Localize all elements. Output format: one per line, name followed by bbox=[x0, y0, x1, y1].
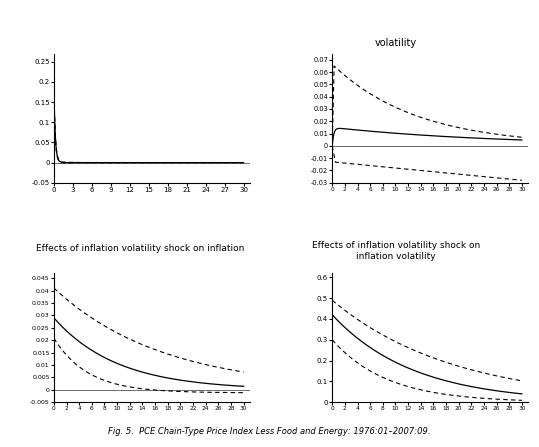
Text: Fig. 5.  PCE Chain-Type Price Index Less Food and Energy: 1976:01–2007:09.: Fig. 5. PCE Chain-Type Price Index Less … bbox=[108, 427, 431, 436]
Text: Effects of inflation volatility shock on
inflation volatility: Effects of inflation volatility shock on… bbox=[312, 241, 480, 261]
Text: volatility: volatility bbox=[375, 38, 417, 48]
Text: Effects of inflation volatility shock on inflation: Effects of inflation volatility shock on… bbox=[36, 244, 244, 253]
